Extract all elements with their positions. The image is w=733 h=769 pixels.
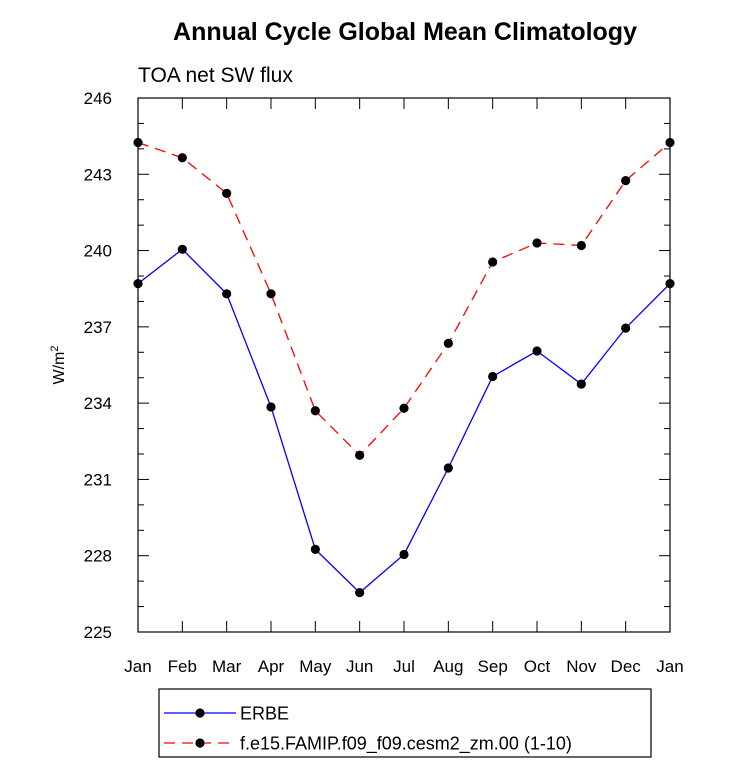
series-0-point [621, 323, 631, 333]
series-0-point [532, 346, 542, 356]
series-1-point [532, 238, 542, 248]
series-0-point [133, 279, 143, 289]
series-0-point [177, 244, 187, 254]
legend-marker-erbe [195, 708, 205, 718]
x-tick-label: Jan [656, 657, 683, 676]
series-0-point [665, 279, 675, 289]
y-tick-label: 225 [84, 623, 112, 642]
series-1-point [488, 257, 498, 267]
y-tick-label: 240 [84, 242, 112, 261]
series-1-point [177, 153, 187, 163]
y-tick-labels: 225 228 231 234 237 240 243 246 [84, 89, 112, 642]
y-tick-label: 234 [84, 394, 112, 413]
series-0-point [488, 371, 498, 382]
y-tick-label: 237 [84, 318, 112, 337]
legend-label-model: f.e15.FAMIP.f09_f09.cesm2_zm.00 (1-10) [240, 734, 572, 755]
x-tick-label: May [299, 657, 332, 676]
chart-subtitle: TOA net SW flux [138, 64, 293, 87]
series-0-point [310, 544, 320, 554]
x-tick-label: Jul [393, 657, 415, 676]
x-tick-label: Sep [478, 657, 508, 676]
y-tick-label: 228 [84, 547, 112, 566]
y-tick-label: 246 [84, 89, 112, 108]
x-tick-label: Feb [168, 657, 197, 676]
series-1-point [621, 176, 631, 186]
series-1-point [355, 450, 365, 460]
x-tick-label: Dec [611, 657, 642, 676]
y-axis-label: W/m2 [49, 346, 68, 385]
series-1-point [443, 338, 453, 348]
series-1-point [222, 188, 232, 198]
x-tick-label: Mar [212, 657, 242, 676]
series-0-point [266, 402, 276, 412]
legend-box [158, 688, 652, 758]
chart-title: Annual Cycle Global Mean Climatology [173, 18, 637, 46]
x-tick-label: Nov [566, 657, 597, 676]
series-1-point [266, 289, 276, 299]
x-tick-label: Oct [524, 657, 551, 676]
series-1-point [310, 406, 320, 416]
axis-ticks [137, 97, 671, 633]
series-line-0 [137, 248, 671, 594]
y-tick-label: 243 [84, 165, 112, 184]
series-1-point [576, 240, 586, 251]
legend-marker-model [195, 738, 205, 748]
series-0-point [222, 289, 232, 299]
legend-label-erbe: ERBE [240, 704, 289, 724]
series-0-point [355, 587, 365, 598]
legend: ERBE f.e15.FAMIP.f09_f09.cesm2_zm.00 (1-… [158, 688, 652, 758]
x-tick-label: Apr [258, 657, 285, 676]
x-tick-label: Aug [433, 657, 463, 676]
series-0-point [399, 549, 409, 560]
series-1-point [133, 137, 143, 148]
series-0-point [576, 379, 586, 389]
x-tick-labels: Jan Feb Mar Apr May Jun Jul Aug Sep Oct Nov Dec Jan [124, 657, 683, 676]
x-tick-label: Jun [346, 657, 373, 676]
series-layer [133, 137, 675, 598]
x-tick-label: Jan [124, 657, 151, 676]
series-1-point [665, 137, 675, 148]
y-tick-label: 231 [84, 470, 112, 489]
series-1-point [399, 403, 409, 413]
series-0-point [443, 463, 453, 473]
